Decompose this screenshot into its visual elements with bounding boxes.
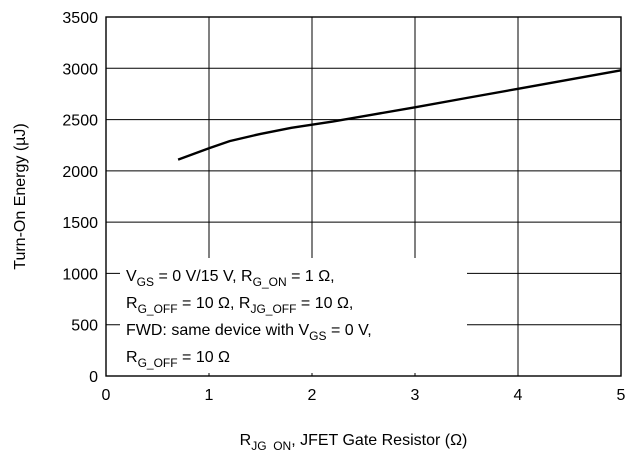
- annotation-line4: RG_OFF = 10 Ω: [126, 349, 230, 370]
- x-tick-label-5: 5: [617, 387, 625, 404]
- annotation-line4-seg-1: G_OFF: [138, 356, 178, 370]
- annotation-line4-seg-0: R: [126, 349, 138, 366]
- y-tick-label-5: 2500: [62, 113, 98, 130]
- y-tick-label-4: 2000: [62, 164, 98, 181]
- y-tick-label-2: 1000: [62, 266, 98, 283]
- x-tick-label-1: 1: [205, 387, 214, 404]
- y-tick-labels: 0 500 1000 1500 2000 2500 3000 3500: [62, 10, 98, 386]
- annotation-line1-seg-4: = 1 Ω,: [287, 268, 335, 285]
- series-line-0: [177, 69, 622, 161]
- annotation-line1: VGS = 0 V/15 V, RG_ON = 1 Ω,: [126, 268, 335, 289]
- annotation-line1-seg-3: G_ON: [253, 275, 287, 289]
- y-tick-label-1: 500: [71, 318, 98, 335]
- annotation-line4-seg-2: = 10 Ω: [178, 349, 230, 366]
- annotation-background: [120, 258, 467, 373]
- annotation-box: VGS = 0 V/15 V, RG_ON = 1 Ω,RG_OFF = 10 …: [120, 258, 467, 373]
- annotation-line3-seg-0: FWD: same device with V: [126, 322, 309, 339]
- x-tick-label-4: 4: [514, 387, 523, 404]
- y-tick-label-0: 0: [89, 369, 98, 386]
- annotation-line1-seg-1: GS: [137, 275, 154, 289]
- annotation-line2-seg-3: JG_OFF: [250, 302, 296, 316]
- annotation-line2-seg-0: R: [126, 295, 138, 312]
- annotation-line1-seg-2: = 0 V/15 V, R: [154, 268, 253, 285]
- x-tick-labels: 0 1 2 3 4 5: [102, 387, 625, 404]
- y-tick-label-7: 3500: [62, 10, 98, 27]
- annotation-line3-seg-2: = 0 V,: [327, 322, 372, 339]
- annotation-line1-seg-0: V: [126, 268, 137, 285]
- annotation-line3-seg-1: GS: [309, 329, 326, 343]
- x-axis-label-main: R: [240, 432, 252, 449]
- y-tick-label-3: 1500: [62, 215, 98, 232]
- series-layer: [177, 69, 622, 161]
- annotation-line2: RG_OFF = 10 Ω, RJG_OFF = 10 Ω,: [126, 295, 353, 316]
- annotation-line3: FWD: same device with VGS = 0 V,: [126, 322, 372, 343]
- annotation-line2-seg-4: = 10 Ω,: [296, 295, 353, 312]
- x-tick-label-0: 0: [102, 387, 111, 404]
- x-axis-label-sub: JG_ON: [251, 439, 291, 451]
- x-axis-label-rest: , JFET Gate Resistor (Ω): [291, 432, 467, 449]
- x-tick-label-3: 3: [411, 387, 420, 404]
- annotation-line2-seg-2: = 10 Ω, R: [178, 295, 251, 312]
- y-tick-label-6: 3000: [62, 61, 98, 78]
- x-axis-label: RJG_ON, JFET Gate Resistor (Ω): [240, 432, 468, 451]
- x-tick-label-2: 2: [308, 387, 317, 404]
- plot-frame: [105, 16, 622, 377]
- y-axis-label: Turn-On Energy (µJ): [12, 123, 29, 269]
- annotation-line2-seg-1: G_OFF: [138, 302, 178, 316]
